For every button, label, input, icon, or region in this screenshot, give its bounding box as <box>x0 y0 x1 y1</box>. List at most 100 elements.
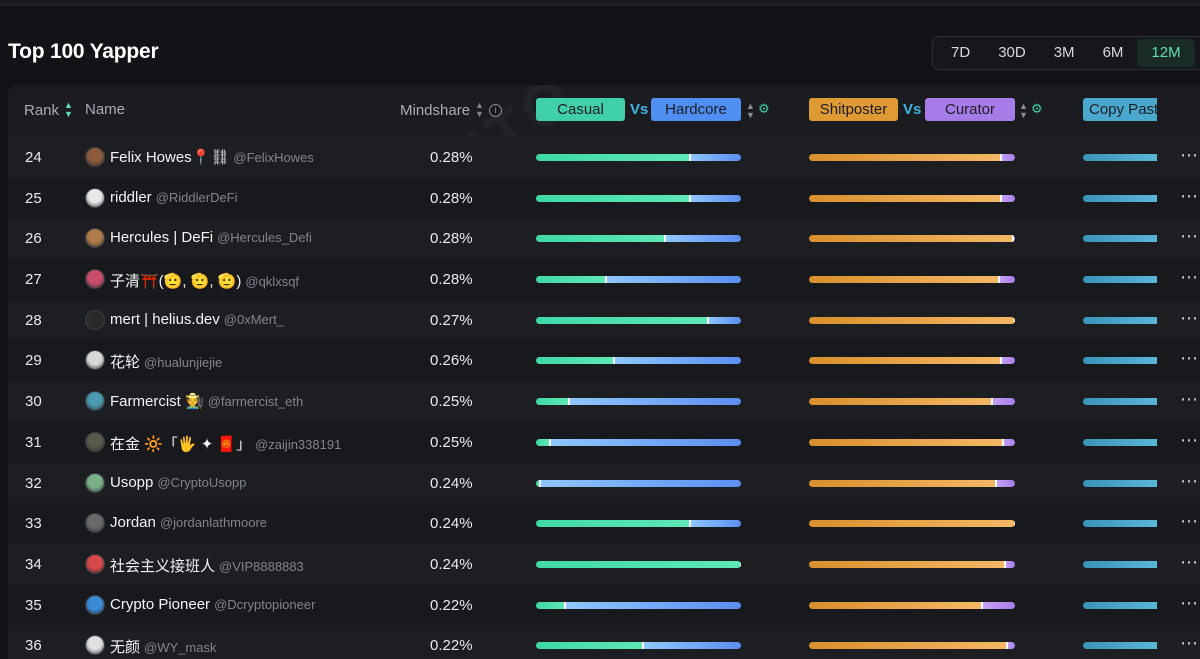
table-row[interactable]: 24 Felix Howes📍⛓ @FelixHowes 0.28% ⋯ <box>8 137 1200 178</box>
more-options-icon[interactable]: ⋯ <box>1180 429 1199 450</box>
more-options-icon[interactable]: ⋯ <box>1180 267 1199 288</box>
user-name[interactable]: riddler @RiddlerDeFi <box>110 189 238 206</box>
casual-hardcore-bar <box>536 642 741 650</box>
rank-cell: 35 <box>25 596 42 614</box>
range-3m-button[interactable]: 3M <box>1053 44 1075 61</box>
avatar[interactable] <box>85 187 105 208</box>
shitposter-curator-bar-right-segment <box>1004 560 1015 568</box>
avatar[interactable] <box>85 350 105 371</box>
casual-hardcore-bar-left-segment <box>536 642 643 650</box>
table-body: 24 Felix Howes📍⛓ @FelixHowes 0.28% ⋯ 25 riddle… <box>8 137 1200 659</box>
gear-icon[interactable]: ⚙ <box>758 101 770 116</box>
more-options-icon[interactable]: ⋯ <box>1180 307 1199 328</box>
avatar[interactable] <box>85 635 105 656</box>
more-options-icon[interactable]: ⋯ <box>1180 470 1199 491</box>
table-row[interactable]: 36 无颜 @WY_mask 0.22% ⋯ <box>8 625 1200 659</box>
avatar[interactable] <box>85 309 105 330</box>
shitposter-curator-bar-marker <box>995 479 998 487</box>
avatar[interactable] <box>85 269 105 290</box>
copy-paste-bar <box>1083 276 1157 284</box>
shitposter-curator-bar-left-segment <box>809 560 1005 568</box>
casual-hardcore-bar-left-segment <box>536 398 569 406</box>
more-options-icon[interactable]: ⋯ <box>1180 389 1199 410</box>
table-row[interactable]: 30 Farmercist 🧑‍🌾 @farmercist_eth 0.25% ⋯ <box>8 381 1200 422</box>
more-options-icon[interactable]: ⋯ <box>1180 226 1199 247</box>
more-options-icon[interactable]: ⋯ <box>1180 145 1199 165</box>
avatar[interactable] <box>85 431 105 452</box>
shitposter-curator-bar-marker <box>1011 235 1014 243</box>
more-options-icon[interactable]: ⋯ <box>1180 511 1199 532</box>
shitposter-curator-bar-marker <box>981 601 984 609</box>
more-options-icon[interactable]: ⋯ <box>1180 348 1199 369</box>
gear-icon[interactable]: ⚙ <box>1031 101 1043 116</box>
shitposter-curator-bar-left-segment <box>809 316 1015 324</box>
more-options-icon[interactable]: ⋯ <box>1180 633 1199 654</box>
more-options-icon[interactable]: ⋯ <box>1180 185 1199 206</box>
table-row[interactable]: 31 在金 🔆「🖐 ✦ 🧧」 @zaijin338191 0.25% ⋯ <box>8 421 1200 463</box>
user-name[interactable]: Usopp @CryptoUsopp <box>110 474 246 491</box>
shitposter-curator-bar-marker <box>999 194 1002 202</box>
table-row[interactable]: 28 mert | helius.dev @0xMert_ 0.27% ⋯ <box>8 299 1200 341</box>
user-handle: @jordanlathmoore <box>159 515 268 531</box>
display-name: Felix Howes📍⛓ <box>110 149 230 166</box>
range-30d-button[interactable]: 30D <box>998 44 1026 61</box>
user-name[interactable]: 社会主义接班人 @VIP8888883 <box>110 555 304 576</box>
casual-hardcore-bar-marker <box>688 154 691 161</box>
range-12m-button[interactable]: 12M <box>1137 39 1195 67</box>
casual-hardcore-bar-right-segment <box>564 601 741 609</box>
shitposter-curator-bar <box>809 560 1015 568</box>
user-name[interactable]: mert | helius.dev @0xMert_ <box>110 311 284 328</box>
casual-pill: Casual <box>536 98 625 121</box>
casual-hardcore-bar-right-segment <box>665 235 741 243</box>
casual-hardcore-bar-marker <box>740 560 741 568</box>
rank-header[interactable]: Rank ▲ ▼ <box>24 101 73 119</box>
avatar[interactable] <box>85 147 105 167</box>
display-name: 社会主义接班人 <box>110 557 216 575</box>
more-options-icon[interactable]: ⋯ <box>1180 592 1199 613</box>
table-row[interactable]: 34 社会主义接班人 @VIP8888883 0.24% ⋯ <box>8 543 1200 585</box>
casual-hardcore-bar-left-segment <box>536 479 541 487</box>
more-options-icon[interactable]: ⋯ <box>1180 551 1199 572</box>
user-name[interactable]: 在金 🔆「🖐 ✦ 🧧」 @zaijin338191 <box>110 433 341 454</box>
rank-cell: 31 <box>25 433 42 451</box>
user-name[interactable]: 花轮 @hualunjiejie <box>110 351 222 372</box>
table-row[interactable]: 29 花轮 @hualunjiejie 0.26% ⋯ <box>8 340 1200 382</box>
range-6m-button[interactable]: 6M <box>1102 44 1124 61</box>
display-name: 在金 🔆「🖐 ✦ 🧧」 <box>110 435 252 453</box>
info-icon[interactable]: i <box>488 103 502 117</box>
display-name: 子清⛩️(🫡, 🫡, 🫡) <box>110 273 242 291</box>
avatar[interactable] <box>85 391 105 412</box>
mindshare-value: 0.22% <box>430 596 473 614</box>
range-7d-button[interactable]: 7D <box>951 44 971 61</box>
user-name[interactable]: Hercules | DeFi @Hercules_Defi <box>110 229 312 246</box>
vs-label: Vs <box>903 101 922 118</box>
table-row[interactable]: 27 子清⛩️(🫡, 🫡, 🫡) @qklxsqf 0.28% ⋯ <box>8 259 1200 300</box>
user-name[interactable]: 无颜 @WY_mask <box>110 636 216 657</box>
user-name[interactable]: Farmercist 🧑‍🌾 @farmercist_eth <box>110 392 303 410</box>
casual-hardcore-bar <box>536 479 741 487</box>
table-row[interactable]: 32 Usopp @CryptoUsopp 0.24% ⋯ <box>8 462 1200 504</box>
mindshare-value: 0.28% <box>430 230 473 248</box>
sort-icon[interactable]: ▲ ▼ <box>1019 101 1028 120</box>
table-row[interactable]: 26 Hercules | DeFi @Hercules_Defi 0.28% ⋯ <box>8 218 1200 260</box>
user-name[interactable]: Felix Howes📍⛓ @FelixHowes <box>110 148 314 166</box>
table-row[interactable]: 25 riddler @RiddlerDeFi 0.28% ⋯ <box>8 177 1200 219</box>
avatar[interactable] <box>85 228 105 249</box>
table-row[interactable]: 33 Jordan @jordanlathmoore 0.24% ⋯ <box>8 503 1200 544</box>
mindshare-header[interactable]: Mindshare ▲ ▼ i <box>400 101 502 119</box>
avatar[interactable] <box>85 553 105 574</box>
avatar[interactable] <box>85 513 105 534</box>
user-name[interactable]: 子清⛩️(🫡, 🫡, 🫡) @qklxsqf <box>110 270 299 291</box>
casual-hardcore-bar-marker <box>688 520 691 528</box>
avatar[interactable] <box>85 472 105 493</box>
table-row[interactable]: 35 Crypto Pioneer @Dcryptopioneer 0.22% ⋯ <box>8 584 1200 626</box>
user-name[interactable]: Jordan @jordanlathmoore <box>110 514 267 531</box>
casual-hardcore-bar-right-segment <box>689 520 741 528</box>
avatar[interactable] <box>85 594 105 615</box>
user-name[interactable]: Crypto Pioneer @Dcryptopioneer <box>110 596 315 613</box>
copy-paste-bar <box>1083 154 1157 161</box>
casual-hardcore-bar <box>536 357 741 365</box>
sort-icon[interactable]: ▲ ▼ <box>746 101 755 120</box>
casual-hardcore-bar-right-segment <box>613 357 741 365</box>
casual-hardcore-bar-right-segment <box>605 276 741 284</box>
